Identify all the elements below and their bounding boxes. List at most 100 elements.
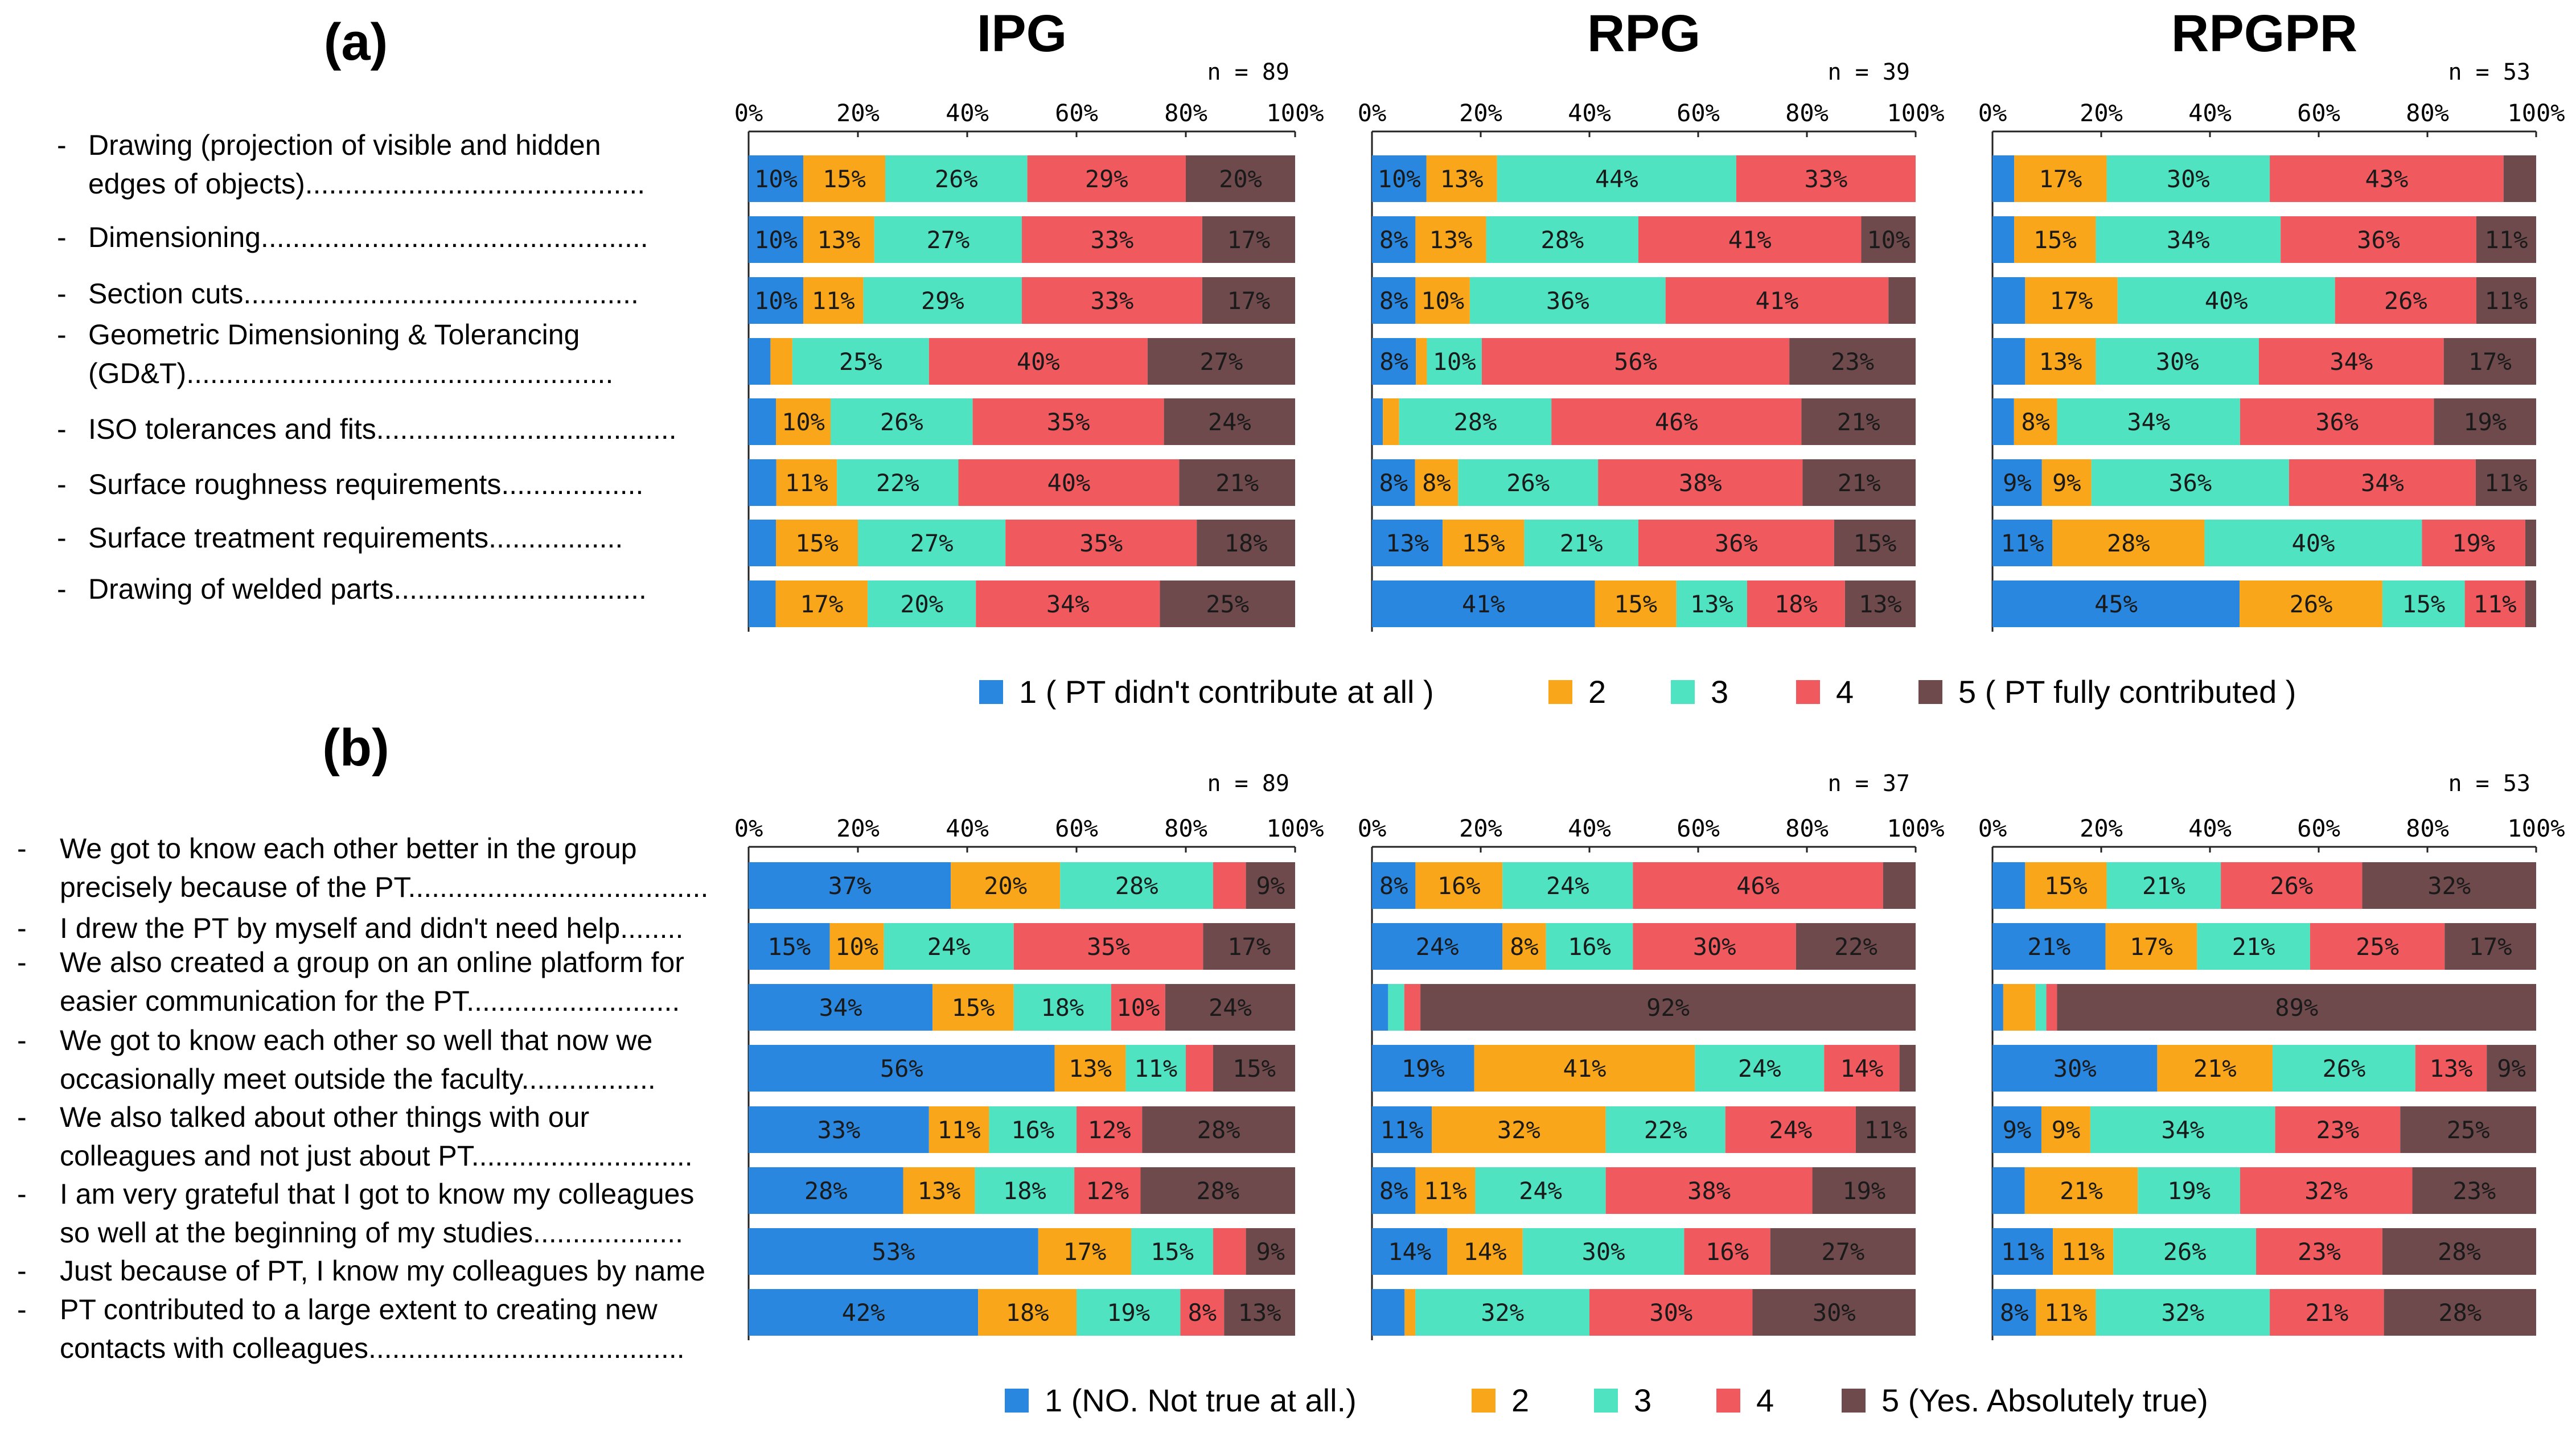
bar-segment [958, 459, 1180, 506]
bar-segment [1899, 1045, 1916, 1092]
data-label: 17% [1063, 1238, 1106, 1266]
legend-swatch [1842, 1389, 1866, 1413]
data-label: 16% [1568, 933, 1611, 961]
bar-segment [978, 1289, 1077, 1336]
bar-segment [2443, 338, 2536, 385]
data-label: 25% [1206, 590, 1249, 618]
bar-segment [837, 459, 959, 506]
bar-segment [2003, 984, 2036, 1031]
bar-segment [1475, 1167, 1606, 1214]
data-label: 27% [926, 226, 969, 254]
data-label: 10% [754, 226, 798, 254]
sample-size-label: n = 37 [1828, 771, 1911, 797]
bar-segment [2382, 1228, 2536, 1275]
data-label: 19% [2463, 408, 2507, 436]
bar-segment [749, 1228, 1038, 1275]
bar-segment [1481, 338, 1790, 385]
bar-segment [749, 338, 771, 385]
data-label: 20% [984, 872, 1027, 900]
bar-segment [2036, 1289, 2096, 1336]
bar-segment [2240, 398, 2434, 445]
bar-segment [2475, 459, 2536, 506]
bar-segment [2415, 1045, 2487, 1092]
data-label: 56% [880, 1055, 923, 1082]
data-label: 56% [1614, 348, 1657, 376]
bar-segment [1202, 216, 1295, 263]
data-label: 9% [2052, 1116, 2081, 1144]
bar-segment [1372, 1045, 1474, 1092]
data-label: 26% [2270, 872, 2313, 900]
bar-segment [2096, 338, 2259, 385]
data-label: 26% [2384, 287, 2427, 315]
bar-segment [2362, 862, 2536, 909]
data-label: 13% [817, 226, 860, 254]
bar-segment [1427, 338, 1482, 385]
data-label: 17% [1227, 933, 1271, 961]
data-label: 17% [2469, 933, 2512, 961]
bar-segment [1883, 862, 1916, 909]
bar-segment [1372, 1228, 1448, 1275]
bar-segment [749, 1167, 903, 1214]
data-label: 40% [1047, 469, 1090, 497]
data-label: 37% [828, 872, 872, 900]
data-label: 41% [1728, 226, 1772, 254]
data-label: 20% [900, 590, 943, 618]
bar-segment [1013, 984, 1111, 1031]
data-label: 23% [2298, 1238, 2341, 1266]
bar-segment [1736, 155, 1916, 202]
data-label: 8% [1188, 1299, 1217, 1327]
bar-segment [1388, 984, 1404, 1031]
data-label: 15% [952, 994, 995, 1022]
data-label: 21% [2027, 933, 2070, 961]
bar-segment [749, 520, 776, 566]
row-label: contacts with colleagues................… [60, 1332, 685, 1364]
bar-segment [2024, 1167, 2138, 1214]
data-label: 41% [1756, 287, 1799, 315]
bar-segment [2046, 984, 2057, 1031]
bar-segment [2025, 862, 2107, 909]
bar-segment [2025, 277, 2118, 324]
x-tick-label: 60% [2297, 814, 2340, 842]
data-label: 16% [1706, 1238, 1749, 1266]
data-label: 30% [1582, 1238, 1625, 1266]
data-label: 34% [2127, 408, 2170, 436]
legend-swatch [1796, 680, 1820, 704]
data-label: 44% [1595, 165, 1638, 193]
data-label: 26% [880, 408, 923, 436]
data-label: 11% [1424, 1177, 1467, 1205]
bar-segment [1888, 277, 1916, 324]
row-bullet: - [57, 129, 67, 161]
chart-4: n = 89 0% 20% 40% 60% 80% 100% 37% 20% 28% 9% 15% 10… [734, 771, 1324, 1340]
bar-segment [1546, 923, 1633, 970]
bar-segment [2476, 277, 2536, 324]
legend-swatch [1472, 1389, 1496, 1413]
data-label: 13% [1429, 226, 1473, 254]
data-label: 15% [823, 165, 866, 193]
data-label: 14% [1464, 1238, 1507, 1266]
data-label: 10% [835, 933, 878, 961]
row-bullet: - [57, 468, 67, 500]
data-label: 15% [2402, 590, 2445, 618]
x-tick-label: 0% [734, 99, 763, 127]
row-bullet: - [57, 319, 67, 351]
x-tick-label: 60% [1055, 99, 1098, 127]
x-tick-label: 80% [1785, 99, 1829, 127]
data-label: 19% [1402, 1055, 1445, 1082]
bar-segment [863, 277, 1022, 324]
data-label: 8% [1510, 933, 1539, 961]
bar-segment [1186, 1045, 1213, 1092]
data-label: 9% [1256, 1238, 1285, 1266]
bar-segment [2434, 398, 2536, 445]
row-bullet: - [17, 912, 27, 944]
chart-2: RPG n = 39 0% 20% 40% 60% 80% 100% 10% 13% 44% 33% 8… [1358, 5, 1945, 632]
bar-segment [1770, 1228, 1916, 1275]
data-label: 15% [767, 933, 811, 961]
bar-segment [749, 277, 803, 324]
data-label: 27% [1199, 348, 1243, 376]
x-tick-label: 20% [836, 99, 880, 127]
bar-segment [831, 398, 973, 445]
data-label: 23% [1831, 348, 1874, 376]
bar-segment [1665, 277, 1889, 324]
data-label: 34% [2361, 469, 2404, 497]
data-label: 17% [1227, 287, 1270, 315]
